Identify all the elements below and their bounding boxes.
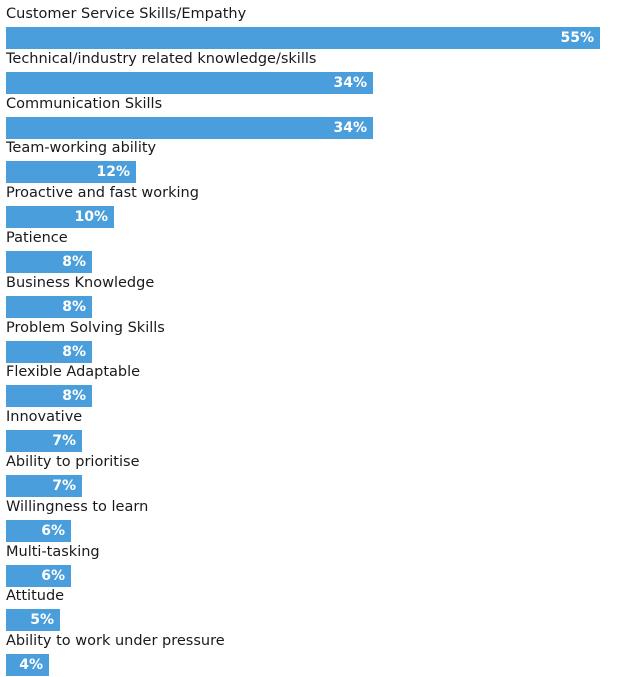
category-label: Business Knowledge	[6, 274, 155, 291]
bar: 8%	[6, 251, 92, 273]
category-label: Team-working ability	[6, 140, 157, 157]
category-label: Flexible Adaptable	[6, 364, 141, 381]
bar-value-label: 55%	[560, 30, 594, 46]
category-label: Ability to prioritise	[6, 454, 140, 470]
category-label: Multi-tasking	[6, 543, 100, 560]
bar-value-label: 34%	[333, 74, 367, 91]
category-label: Proactive and fast working	[6, 185, 199, 202]
bar-value-label: 8%	[62, 254, 86, 270]
category-label: Patience	[6, 230, 68, 246]
bar-value-label: 34%	[333, 119, 367, 136]
bar-value-label: 12%	[96, 164, 130, 181]
bar: 7%	[6, 430, 82, 453]
bar: 6%	[6, 564, 71, 587]
category-label: Problem Solving Skills	[6, 319, 165, 336]
bar-value-label: 10%	[74, 209, 108, 226]
category-label: Communication Skills	[6, 95, 163, 112]
bar: 8%	[6, 385, 92, 408]
category-label: Attitude	[6, 588, 65, 605]
category-label: Technical/industry related knowledge/ski…	[6, 50, 317, 67]
category-label: Willingness to learn	[6, 498, 149, 515]
bar: 8%	[6, 340, 92, 363]
bar: 6%	[6, 519, 71, 542]
category-label: Ability to work under pressure	[6, 633, 225, 650]
bar-value-label: 6%	[41, 567, 65, 584]
bar: 55%	[6, 27, 600, 49]
bar-value-label: 8%	[62, 298, 86, 315]
bar: 7%	[6, 475, 82, 497]
bar: 34%	[6, 71, 373, 94]
bar: 4%	[6, 654, 49, 677]
bar-value-label: 7%	[52, 478, 76, 494]
bar: 34%	[6, 116, 373, 139]
bar: 5%	[6, 609, 60, 632]
bar: 10%	[6, 206, 114, 229]
category-label: Innovative	[6, 409, 83, 426]
bar: 12%	[6, 161, 136, 184]
bar-value-label: 5%	[30, 612, 54, 629]
bar-value-label: 4%	[19, 657, 43, 674]
bar: 8%	[6, 295, 92, 318]
category-label: Customer Service Skills/Empathy	[6, 6, 247, 22]
bar-value-label: 7%	[52, 433, 76, 450]
bar-value-label: 8%	[62, 388, 86, 405]
bar-value-label: 8%	[62, 343, 86, 360]
bar-value-label: 6%	[41, 522, 65, 539]
